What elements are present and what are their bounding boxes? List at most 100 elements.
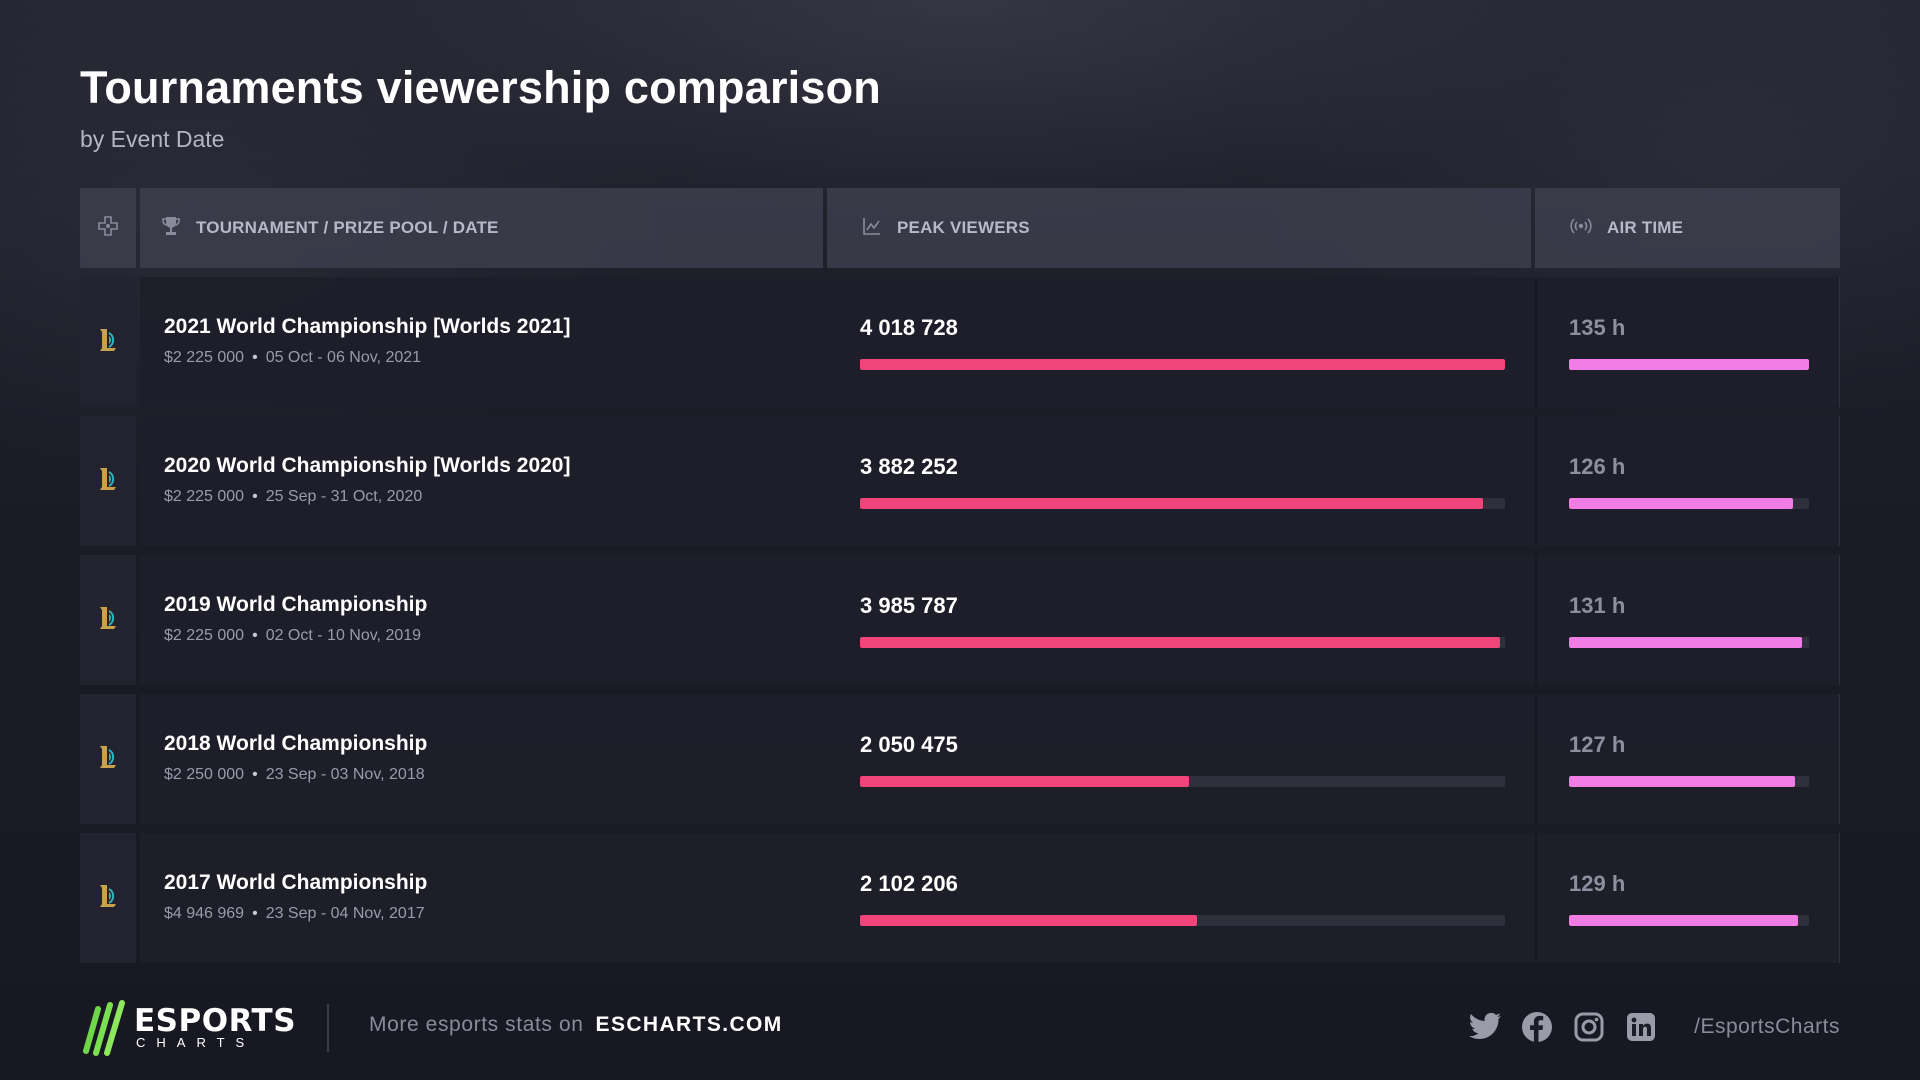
air-time-track <box>1569 359 1809 370</box>
prize-pool: $2 225 000 <box>164 349 245 366</box>
peak-viewers-cell: 3 882 252 <box>827 416 1535 546</box>
air-time-value: 129 h <box>1569 871 1626 896</box>
peak-viewers-bar <box>860 637 1500 648</box>
column-header-tournament-label: TOURNAMENT / PRIZE POOL / DATE <box>196 218 499 237</box>
air-time-bar <box>1569 915 1799 926</box>
air-time-bar <box>1569 359 1809 370</box>
peak-viewers-cell: 4 018 728 <box>827 277 1535 407</box>
tournament-name[interactable]: 2019 World Championship <box>164 593 428 616</box>
tournament-meta: $2 250 000 • 23 Sep - 03 Nov, 2018 <box>164 766 425 784</box>
game-cell <box>80 277 136 407</box>
separator-dot: • <box>252 349 258 366</box>
air-time-bar <box>1569 637 1802 648</box>
event-dates: 23 Sep - 04 Nov, 2017 <box>265 905 425 922</box>
column-header-air-time-label: AIR TIME <box>1607 218 1684 237</box>
air-time-cell: 131 h <box>1535 555 1840 685</box>
air-time-cell: 129 h <box>1535 833 1840 963</box>
peak-viewers-cell: 2 050 475 <box>827 694 1535 824</box>
table-row[interactable]: 2017 World Championship $4 946 969 • 23 Sep… <box>80 833 1840 963</box>
tournament-name[interactable]: 2018 World Championship <box>164 732 428 755</box>
event-dates: 05 Oct - 06 Nov, 2021 <box>265 349 422 366</box>
page-subtitle: by Event Date <box>80 126 225 152</box>
league-of-legends-icon <box>97 883 119 914</box>
tournament-cell: 2018 World Championship $2 250 000 • 23 Sep… <box>140 694 827 824</box>
table-row[interactable]: 2018 World Championship $2 250 000 • 23 Sep… <box>80 694 1840 824</box>
tournament-cell: 2017 World Championship $4 946 969 • 23 Sep… <box>140 833 827 963</box>
tournament-name[interactable]: 2017 World Championship <box>164 871 428 894</box>
air-time-track <box>1569 776 1809 787</box>
column-header-peak-viewers-label: PEAK VIEWERS <box>897 218 1030 237</box>
peak-viewers-value: 2 102 206 <box>860 871 958 896</box>
air-time-track <box>1569 637 1809 648</box>
facebook-icon[interactable] <box>1520 1010 1554 1044</box>
tournament-name[interactable]: 2020 World Championship [Worlds 2020] <box>164 454 571 477</box>
event-dates: 23 Sep - 03 Nov, 2018 <box>265 766 425 783</box>
event-dates: 02 Oct - 10 Nov, 2019 <box>265 627 422 644</box>
page-title: Tournaments viewership comparison <box>80 62 881 113</box>
instagram-icon[interactable] <box>1572 1010 1606 1044</box>
table-row[interactable]: 2019 World Championship $2 225 000 • 02 Oct… <box>80 555 1840 685</box>
table-row[interactable]: 2021 World Championship [Worlds 2021] $2 … <box>80 277 1840 407</box>
footer-divider <box>327 1004 329 1052</box>
peak-viewers-track <box>860 776 1505 787</box>
tournament-meta: $4 946 969 • 23 Sep - 04 Nov, 2017 <box>164 905 425 923</box>
tournament-name[interactable]: 2021 World Championship [Worlds 2021] <box>164 315 571 338</box>
twitter-icon[interactable] <box>1468 1010 1502 1044</box>
broadcast-icon <box>1569 215 1593 242</box>
peak-viewers-track <box>860 359 1505 370</box>
prize-pool: $2 250 000 <box>164 766 245 783</box>
peak-viewers-bar <box>860 776 1190 787</box>
separator-dot: • <box>252 766 258 783</box>
peak-viewers-bar <box>860 915 1198 926</box>
air-time-track <box>1569 915 1809 926</box>
separator-dot: • <box>252 905 258 922</box>
tournament-cell: 2020 World Championship [Worlds 2020] $2 … <box>140 416 827 546</box>
league-of-legends-icon <box>97 744 119 775</box>
tournament-meta: $2 225 000 • 05 Oct - 06 Nov, 2021 <box>164 349 421 367</box>
logo-sub-text: CHARTS <box>136 1035 256 1050</box>
peak-viewers-value: 3 985 787 <box>860 593 958 618</box>
separator-dot: • <box>252 627 258 644</box>
tournament-cell: 2021 World Championship [Worlds 2021] $2 … <box>140 277 827 407</box>
air-time-track <box>1569 498 1809 509</box>
air-time-value: 131 h <box>1569 593 1626 618</box>
footer: ESPORTS CHARTS More esports stats on ESCH… <box>80 995 1840 1061</box>
peak-viewers-track <box>860 498 1505 509</box>
air-time-value: 127 h <box>1569 732 1626 757</box>
esports-charts-logo[interactable]: ESPORTS CHARTS <box>80 999 296 1057</box>
air-time-bar <box>1569 498 1793 509</box>
peak-viewers-bar <box>860 359 1505 370</box>
peak-viewers-track <box>860 915 1505 926</box>
peak-viewers-bar <box>860 498 1484 509</box>
peak-viewers-cell: 3 985 787 <box>827 555 1535 685</box>
prize-pool: $4 946 969 <box>164 905 245 922</box>
tournament-meta: $2 225 000 • 25 Sep - 31 Oct, 2020 <box>164 488 422 506</box>
air-time-cell: 126 h <box>1535 416 1840 546</box>
column-header-peak-viewers[interactable]: PEAK VIEWERS <box>827 188 1531 268</box>
league-of-legends-icon <box>97 466 119 497</box>
table-row[interactable]: 2020 World Championship [Worlds 2020] $2 … <box>80 416 1840 546</box>
air-time-cell: 135 h <box>1535 277 1840 407</box>
air-time-value: 135 h <box>1569 315 1626 340</box>
peak-viewers-cell: 2 102 206 <box>827 833 1535 963</box>
prize-pool: $2 225 000 <box>164 627 245 644</box>
game-cell <box>80 694 136 824</box>
peak-viewers-value: 2 050 475 <box>860 732 958 757</box>
peak-viewers-track <box>860 637 1505 648</box>
page: Tournaments viewership comparison by Eve… <box>80 0 1840 1080</box>
column-header-tournament[interactable]: TOURNAMENT / PRIZE POOL / DATE <box>140 188 823 268</box>
table-body: 2021 World Championship [Worlds 2021] $2 … <box>80 277 1840 963</box>
air-time-bar <box>1569 776 1795 787</box>
promo-site-link[interactable]: ESCHARTS.COM <box>595 1013 783 1036</box>
social-links: /EsportsCharts <box>1468 1007 1840 1047</box>
game-cell <box>80 833 136 963</box>
column-header-game <box>80 188 136 268</box>
social-handle[interactable]: /EsportsCharts <box>1694 1015 1840 1038</box>
air-time-cell: 127 h <box>1535 694 1840 824</box>
separator-dot: • <box>252 488 258 505</box>
air-time-value: 126 h <box>1569 454 1626 479</box>
column-header-air-time[interactable]: AIR TIME <box>1535 188 1840 268</box>
chart-icon <box>861 215 883 242</box>
linkedin-icon[interactable] <box>1624 1010 1658 1044</box>
tournament-meta: $2 225 000 • 02 Oct - 10 Nov, 2019 <box>164 627 421 645</box>
